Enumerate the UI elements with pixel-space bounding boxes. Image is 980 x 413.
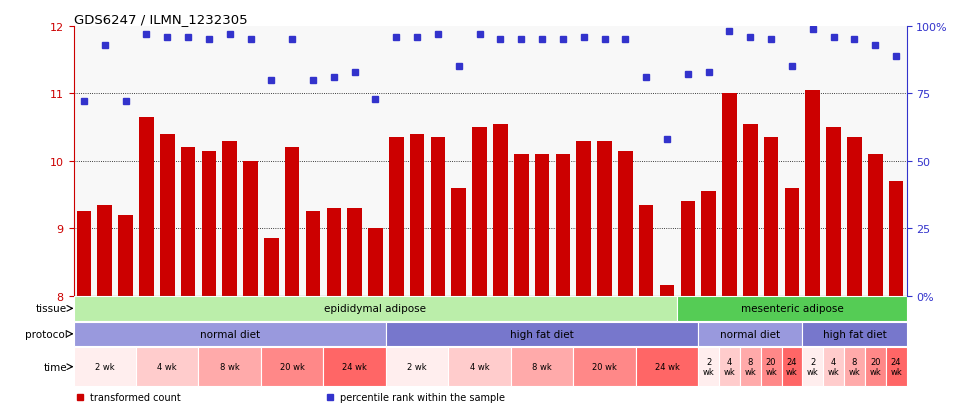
- Bar: [886, 348, 907, 386]
- Text: 8
wk: 8 wk: [745, 357, 757, 377]
- Text: protocol: protocol: [24, 329, 68, 339]
- Text: time: time: [44, 362, 68, 372]
- Bar: [740, 348, 760, 386]
- Bar: [285, 148, 300, 296]
- Text: 24 wk: 24 wk: [342, 362, 368, 371]
- Text: 24
wk: 24 wk: [890, 357, 902, 377]
- Bar: [74, 297, 677, 321]
- Text: 20
wk: 20 wk: [869, 357, 881, 377]
- Bar: [386, 322, 698, 346]
- Bar: [763, 138, 778, 296]
- Bar: [74, 348, 136, 386]
- Bar: [889, 182, 904, 296]
- Bar: [823, 348, 844, 386]
- Bar: [535, 154, 550, 296]
- Bar: [826, 128, 841, 296]
- Bar: [785, 188, 800, 296]
- Text: 20 wk: 20 wk: [592, 362, 617, 371]
- Bar: [74, 322, 386, 346]
- Text: 24 wk: 24 wk: [655, 362, 679, 371]
- Bar: [719, 348, 740, 386]
- Text: 8 wk: 8 wk: [532, 362, 552, 371]
- Text: 8 wk: 8 wk: [220, 362, 239, 371]
- Text: percentile rank within the sample: percentile rank within the sample: [340, 392, 505, 402]
- Bar: [97, 205, 112, 296]
- Bar: [803, 322, 907, 346]
- Text: 4 wk: 4 wk: [158, 362, 177, 371]
- Text: 8
wk: 8 wk: [849, 357, 860, 377]
- Bar: [264, 239, 278, 296]
- Bar: [389, 138, 404, 296]
- Bar: [722, 94, 737, 296]
- Bar: [160, 135, 174, 296]
- Text: 4 wk: 4 wk: [469, 362, 489, 371]
- Text: 20
wk: 20 wk: [765, 357, 777, 377]
- Text: transformed count: transformed count: [90, 392, 181, 402]
- Bar: [743, 124, 758, 296]
- Bar: [782, 348, 803, 386]
- Text: 2
wk: 2 wk: [807, 357, 818, 377]
- Bar: [119, 215, 133, 296]
- Bar: [660, 286, 674, 296]
- Text: 4
wk: 4 wk: [723, 357, 735, 377]
- Text: 4
wk: 4 wk: [828, 357, 840, 377]
- Bar: [803, 348, 823, 386]
- Bar: [677, 297, 906, 321]
- Bar: [326, 209, 341, 296]
- Text: mesenteric adipose: mesenteric adipose: [741, 304, 844, 313]
- Bar: [76, 212, 91, 296]
- Bar: [410, 135, 424, 296]
- Bar: [698, 322, 803, 346]
- Bar: [430, 138, 445, 296]
- Bar: [139, 118, 154, 296]
- Bar: [639, 205, 654, 296]
- Bar: [702, 192, 716, 296]
- Text: 24
wk: 24 wk: [786, 357, 798, 377]
- Bar: [597, 141, 612, 296]
- Bar: [198, 348, 261, 386]
- Bar: [493, 124, 508, 296]
- Bar: [868, 154, 883, 296]
- Bar: [576, 141, 591, 296]
- Text: high fat diet: high fat diet: [822, 329, 886, 339]
- Bar: [680, 202, 695, 296]
- Text: normal diet: normal diet: [720, 329, 780, 339]
- Bar: [514, 154, 528, 296]
- Bar: [556, 154, 570, 296]
- Bar: [452, 188, 466, 296]
- Bar: [261, 348, 323, 386]
- Bar: [243, 161, 258, 296]
- Bar: [386, 348, 448, 386]
- Bar: [806, 91, 820, 296]
- Bar: [847, 138, 861, 296]
- Bar: [844, 348, 865, 386]
- Text: normal diet: normal diet: [200, 329, 260, 339]
- Bar: [760, 348, 782, 386]
- Bar: [573, 348, 636, 386]
- Bar: [698, 348, 719, 386]
- Text: high fat diet: high fat diet: [511, 329, 574, 339]
- Bar: [618, 151, 633, 296]
- Text: GDS6247 / ILMN_1232305: GDS6247 / ILMN_1232305: [74, 13, 247, 26]
- Text: 20 wk: 20 wk: [279, 362, 305, 371]
- Text: 2 wk: 2 wk: [95, 362, 115, 371]
- Text: 2
wk: 2 wk: [703, 357, 714, 377]
- Bar: [202, 151, 217, 296]
- Bar: [448, 348, 511, 386]
- Bar: [511, 348, 573, 386]
- Text: 2 wk: 2 wk: [408, 362, 427, 371]
- Text: epididymal adipose: epididymal adipose: [324, 304, 426, 313]
- Bar: [306, 212, 320, 296]
- Bar: [865, 348, 886, 386]
- Bar: [347, 209, 362, 296]
- Bar: [472, 128, 487, 296]
- Bar: [136, 348, 198, 386]
- Bar: [180, 148, 195, 296]
- Bar: [323, 348, 386, 386]
- Text: tissue: tissue: [36, 304, 68, 313]
- Bar: [368, 229, 383, 296]
- Bar: [636, 348, 698, 386]
- Bar: [222, 141, 237, 296]
